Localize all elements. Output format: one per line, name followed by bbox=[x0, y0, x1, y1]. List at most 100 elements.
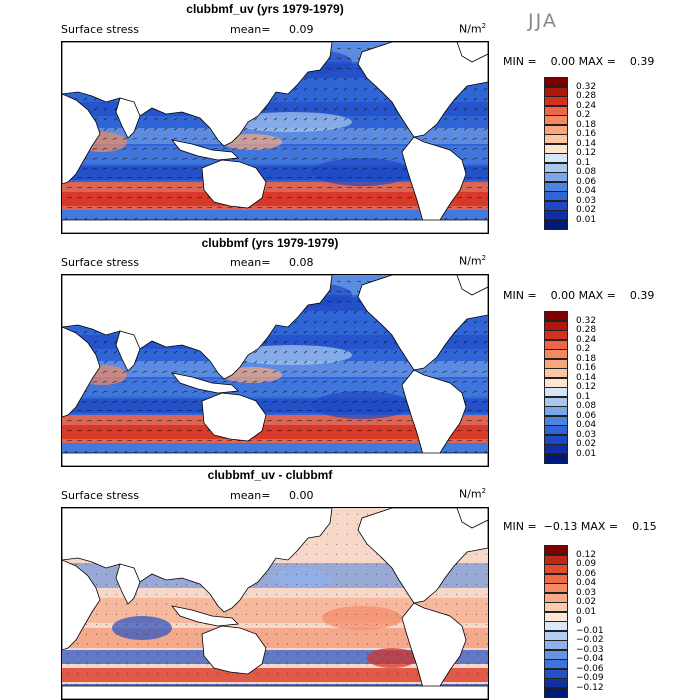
panel1-units: N/m2 bbox=[459, 22, 487, 36]
panel3-units: N/m2 bbox=[459, 487, 487, 501]
colorbar-label: 0.08 bbox=[576, 167, 597, 177]
colorbar-label: 0.02 bbox=[576, 439, 597, 449]
colorbar-swatch bbox=[544, 191, 568, 201]
colorbar-swatch bbox=[544, 181, 568, 192]
colorbar-label: 0.01 bbox=[576, 606, 597, 617]
colorbar-label: 0.01 bbox=[576, 448, 597, 459]
colorbar-swatch bbox=[544, 143, 568, 154]
colorbar-swatch bbox=[544, 86, 568, 97]
colorbar-swatch bbox=[544, 377, 568, 388]
colorbar-label: −0.04 bbox=[576, 654, 604, 664]
colorbar-label: 0.12 bbox=[576, 148, 597, 158]
panel3-mean-value: 0.00 bbox=[289, 489, 314, 502]
panel2-map bbox=[61, 274, 489, 467]
colorbar-swatch bbox=[544, 339, 568, 350]
panel1-map bbox=[61, 41, 489, 234]
colorbar-swatch bbox=[544, 368, 568, 378]
colorbar-swatch bbox=[544, 219, 568, 230]
colorbar-label: 0.32 bbox=[576, 81, 597, 92]
colorbar-swatch bbox=[544, 124, 568, 135]
colorbar-swatch bbox=[544, 406, 568, 416]
colorbar-label: 0.01 bbox=[576, 214, 597, 225]
colorbar-swatch bbox=[544, 668, 568, 679]
colorbar-label: 0.06 bbox=[576, 568, 597, 579]
colorbar-label: 0.2 bbox=[576, 110, 591, 120]
colorbar-swatch bbox=[544, 678, 568, 688]
panel2-mean-label: mean= bbox=[230, 256, 271, 269]
colorbar-label: 0.16 bbox=[576, 129, 597, 139]
colorbar-label: 0.16 bbox=[576, 363, 597, 373]
colorbar-swatch bbox=[544, 687, 568, 698]
panel2-mean-value: 0.08 bbox=[289, 256, 314, 269]
colorbar-label: 0.28 bbox=[576, 91, 597, 101]
colorbar-label: 0.18 bbox=[576, 119, 597, 130]
panel3-map bbox=[61, 507, 489, 700]
colorbar-swatch bbox=[544, 640, 568, 650]
panel1-mean-value: 0.09 bbox=[289, 23, 314, 36]
colorbar-label: 0.1 bbox=[576, 157, 591, 168]
colorbar-label: 0.09 bbox=[576, 559, 597, 569]
colorbar-label: 0.03 bbox=[576, 587, 597, 598]
colorbar-label: 0.28 bbox=[576, 325, 597, 335]
colorbar-label: 0.02 bbox=[576, 205, 597, 215]
panel1-minmax: MIN = 0.00 MAX = 0.39 bbox=[503, 55, 655, 68]
colorbar-swatch bbox=[544, 564, 568, 574]
colorbar-swatch bbox=[544, 611, 568, 622]
colorbar-label: 0.12 bbox=[576, 549, 597, 560]
colorbar-swatch bbox=[544, 162, 568, 173]
colorbar-swatch bbox=[544, 200, 568, 211]
colorbar-swatch bbox=[544, 453, 568, 464]
colorbar-swatch bbox=[544, 134, 568, 144]
colorbar-label: −0.03 bbox=[576, 644, 604, 655]
panel1-title: clubbmf_uv (yrs 1979-1979) bbox=[186, 2, 344, 16]
colorbar-label: −0.01 bbox=[576, 625, 604, 636]
colorbar-swatch bbox=[544, 311, 568, 321]
colorbar-label: 0 bbox=[576, 616, 582, 626]
panel3-minmax: MIN = −0.13 MAX = 0.15 bbox=[503, 520, 657, 533]
colorbar-swatch bbox=[544, 583, 568, 593]
season-label: JJA bbox=[528, 10, 558, 32]
colorbar-label: 0.24 bbox=[576, 100, 597, 111]
colorbar-swatch bbox=[544, 573, 568, 584]
colorbar-label: 0.03 bbox=[576, 195, 597, 206]
colorbar-swatch bbox=[544, 320, 568, 331]
colorbar-swatch bbox=[544, 210, 568, 220]
colorbar-swatch bbox=[544, 545, 568, 555]
colorbar-label: 0.18 bbox=[576, 353, 597, 364]
colorbar-label: 0.04 bbox=[576, 186, 597, 196]
colorbar-swatch bbox=[544, 115, 568, 125]
colorbar-swatch bbox=[544, 172, 568, 182]
colorbar-swatch bbox=[544, 415, 568, 426]
colorbar-label: 0.03 bbox=[576, 429, 597, 440]
colorbar-label: 0.04 bbox=[576, 420, 597, 430]
colorbar-swatch bbox=[544, 349, 568, 359]
panel2-minmax: MIN = 0.00 MAX = 0.39 bbox=[503, 289, 655, 302]
colorbar-swatch bbox=[544, 105, 568, 116]
colorbar-swatch bbox=[544, 621, 568, 631]
colorbar-swatch bbox=[544, 396, 568, 407]
colorbar-swatch bbox=[544, 96, 568, 106]
colorbar-label: 0.04 bbox=[576, 578, 597, 588]
colorbar-label: 0.14 bbox=[576, 372, 597, 383]
colorbar-label: −0.09 bbox=[576, 673, 604, 683]
panel2-units: N/m2 bbox=[459, 254, 487, 268]
colorbar-swatch bbox=[544, 649, 568, 660]
colorbar-label: 0.2 bbox=[576, 344, 591, 354]
colorbar-label: 0.06 bbox=[576, 176, 597, 187]
colorbar-swatch bbox=[544, 444, 568, 454]
panel3-mean-label: mean= bbox=[230, 489, 271, 502]
panel1-field-label: Surface stress bbox=[61, 23, 139, 36]
colorbar-label: 0.08 bbox=[576, 401, 597, 411]
colorbar-label: −0.02 bbox=[576, 635, 604, 645]
colorbar-swatch bbox=[544, 153, 568, 163]
colorbar-label: 0.24 bbox=[576, 334, 597, 345]
panel1-mean-label: mean= bbox=[230, 23, 271, 36]
colorbar-label: 0.06 bbox=[576, 410, 597, 421]
colorbar-swatch bbox=[544, 554, 568, 565]
colorbar-swatch bbox=[544, 630, 568, 641]
panel3-title: clubbmf_uv - clubbmf bbox=[207, 468, 333, 482]
colorbar-swatch bbox=[544, 592, 568, 603]
colorbar-label: 0.12 bbox=[576, 382, 597, 392]
colorbar-swatch bbox=[544, 602, 568, 612]
colorbar-swatch bbox=[544, 434, 568, 445]
